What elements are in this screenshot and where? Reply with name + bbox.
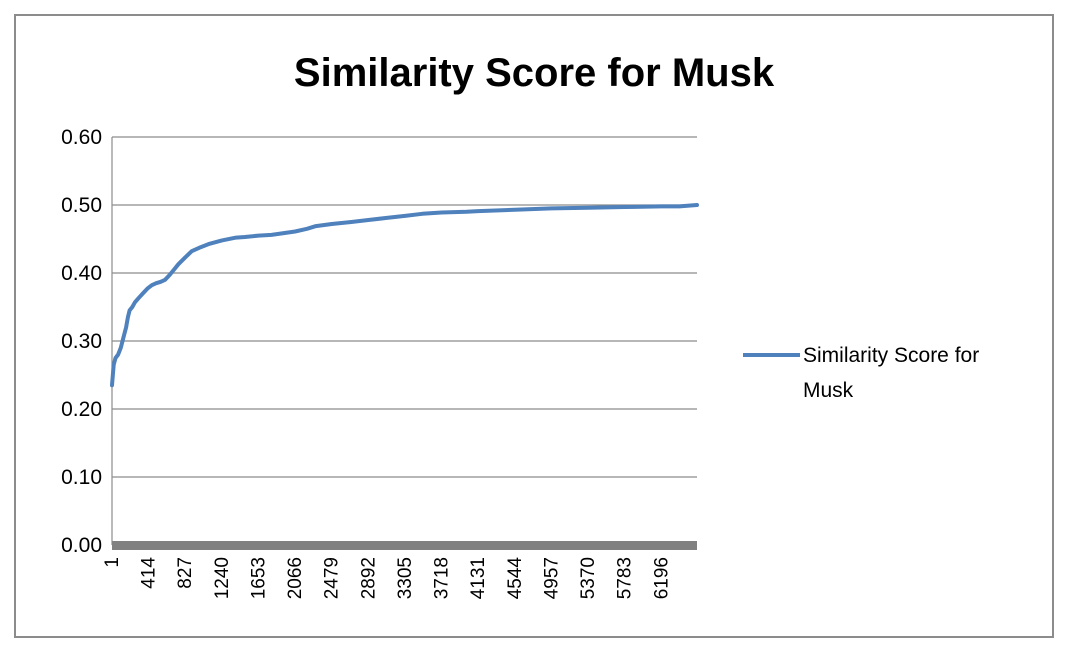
legend: Similarity Score for Musk xyxy=(743,344,979,402)
x-tick-label: 1240 xyxy=(212,557,233,599)
y-tick-label: 0.10 xyxy=(61,466,102,489)
axes: 0.00 0.10 0.20 0.30 0.40 0.50 0.60 1 414 827 1240 1… xyxy=(61,126,697,599)
x-tick-label: 827 xyxy=(175,557,196,589)
chart-title: Similarity Score for Musk xyxy=(294,51,775,95)
y-tick-label: 0.30 xyxy=(61,330,102,353)
x-tick-label: 6196 xyxy=(651,557,672,599)
x-tick-label: 3305 xyxy=(395,557,416,599)
x-axis-line xyxy=(112,541,697,550)
x-tick-label: 4131 xyxy=(468,557,489,599)
x-tick-label: 2479 xyxy=(322,557,343,599)
x-tick-label: 5370 xyxy=(578,557,599,599)
x-tick-label: 414 xyxy=(139,557,160,589)
legend-label: Similarity Score for Musk xyxy=(803,344,979,402)
x-tick-label: 4957 xyxy=(541,557,562,599)
x-tick-label: 1 xyxy=(102,557,123,568)
series-line xyxy=(110,203,699,388)
y-tick-label: 0.50 xyxy=(61,194,102,217)
x-tick-label: 1653 xyxy=(248,557,269,599)
x-tick-label: 4544 xyxy=(505,557,526,600)
chart-frame xyxy=(14,14,1054,638)
y-tick-label: 0.60 xyxy=(61,126,102,149)
y-tick-label: 0.40 xyxy=(61,262,102,285)
x-tick-label: 2892 xyxy=(358,557,379,599)
x-tick-label: 3718 xyxy=(432,557,453,599)
y-tick-label: 0.20 xyxy=(61,398,102,421)
x-tick-label: 2066 xyxy=(285,557,306,599)
gridlines xyxy=(112,136,697,478)
y-tick-label: 0.00 xyxy=(61,534,102,557)
series-layer xyxy=(110,203,699,388)
x-tick-label: 5783 xyxy=(615,557,636,599)
